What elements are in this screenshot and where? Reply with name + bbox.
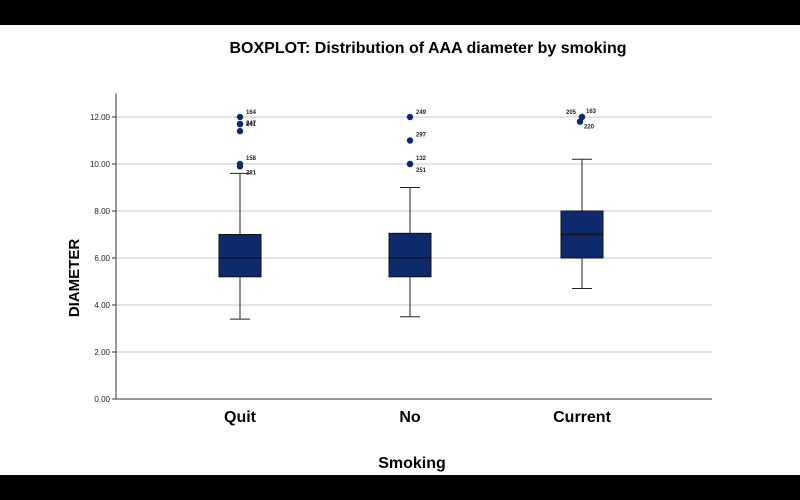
y-tick-label: 0.00 [94, 395, 110, 404]
outlier-label: 220 [584, 125, 595, 131]
iqr-box [388, 232, 432, 278]
outlier-label: 247 [246, 121, 257, 127]
outlier-label: 163 [586, 109, 597, 115]
y-axis-label: DIAMETER [66, 239, 83, 318]
y-tick-label: 6.00 [94, 254, 110, 263]
outlier-label: 297 [416, 133, 427, 139]
outlier-point [236, 113, 244, 121]
y-tick-label: 12.00 [90, 113, 111, 122]
outlier-label: 132 [416, 156, 427, 162]
outlier-point [236, 163, 244, 170]
y-tick-label: 2.00 [94, 348, 110, 357]
x-axis-label: Smoking [378, 455, 446, 472]
x-tick-label-no: No [399, 409, 421, 426]
y-tick-label: 8.00 [94, 207, 110, 216]
box-group-no: 249 297 132 251 [388, 110, 432, 318]
boxplot-chart: BOXPLOT: Distribution of AAA diameter by… [66, 40, 712, 472]
outlier-label: 281 [246, 170, 257, 176]
y-tick-labels: 0.00 2.00 4.00 6.00 8.00 10.00 12.00 [90, 113, 111, 404]
y-tick-label: 4.00 [94, 301, 110, 310]
outlier-label: 249 [416, 110, 427, 116]
outlier-label: 164 [246, 110, 257, 116]
x-tick-labels: Quit No Current [224, 409, 612, 426]
outlier-point [406, 137, 414, 144]
chart-title: BOXPLOT: Distribution of AAA diameter by… [229, 40, 626, 57]
outlier-point [406, 160, 414, 168]
box-group-current: 205 163 220 [560, 109, 604, 290]
outlier-label: 251 [416, 168, 427, 174]
x-tick-label-quit: Quit [224, 409, 257, 426]
outlier-label: 158 [246, 156, 257, 162]
outlier-point [236, 120, 244, 128]
outlier-point [406, 113, 414, 121]
outlier-point [236, 127, 244, 135]
outlier-point [576, 118, 584, 125]
outlier-label: 241 [246, 122, 257, 128]
iqr-box [218, 234, 262, 278]
outlier-label: 205 [566, 110, 577, 116]
x-tick-label-current: Current [553, 409, 611, 426]
slide: BOXPLOT: Distribution of AAA diameter by… [0, 25, 800, 475]
axes [112, 93, 712, 400]
y-tick-label: 10.00 [90, 160, 111, 169]
